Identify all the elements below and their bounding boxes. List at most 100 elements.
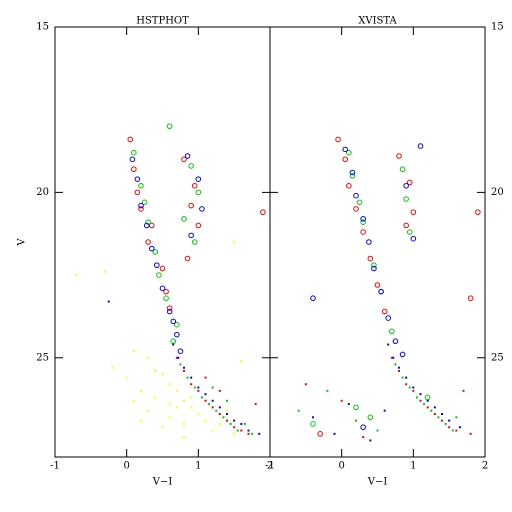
plot-frame	[269, 26, 486, 458]
point	[389, 328, 395, 335]
point	[195, 222, 202, 229]
point	[197, 389, 200, 392]
point	[174, 321, 180, 328]
point	[340, 399, 343, 402]
point	[197, 386, 200, 389]
point	[399, 166, 406, 173]
point	[441, 413, 443, 415]
point	[430, 409, 433, 412]
point	[195, 189, 202, 196]
point	[310, 421, 316, 427]
y-tick-label: 15	[491, 22, 504, 33]
point	[163, 295, 169, 302]
point	[211, 386, 214, 389]
point	[132, 399, 135, 402]
x-tick-label: 1	[195, 461, 201, 472]
point	[183, 436, 185, 439]
point	[179, 363, 182, 366]
point	[131, 149, 137, 156]
point	[342, 146, 349, 153]
point	[153, 262, 160, 268]
point	[204, 399, 207, 402]
point	[243, 422, 246, 425]
point	[132, 350, 135, 353]
point	[166, 308, 173, 315]
y-tick-label: 25	[36, 352, 49, 363]
point	[159, 265, 166, 272]
point	[356, 199, 363, 206]
point	[211, 406, 214, 409]
point	[181, 216, 187, 222]
point	[448, 426, 451, 429]
point	[233, 432, 236, 435]
point	[360, 229, 366, 235]
point	[134, 176, 141, 182]
point	[392, 356, 395, 359]
x-tick-label: 1	[410, 461, 416, 472]
point	[104, 270, 107, 273]
point	[304, 383, 307, 386]
point	[353, 192, 359, 199]
point	[383, 409, 386, 412]
point	[458, 426, 461, 429]
point	[226, 413, 228, 415]
point	[190, 376, 193, 379]
point	[183, 399, 185, 402]
point	[125, 376, 128, 379]
y-tick-label: 25	[491, 352, 504, 363]
point	[190, 406, 193, 409]
point	[335, 136, 341, 143]
point	[412, 386, 415, 389]
point	[419, 399, 422, 402]
point	[387, 343, 390, 346]
point	[297, 409, 300, 412]
point	[360, 424, 366, 431]
point	[410, 209, 417, 216]
point	[371, 262, 377, 268]
point	[218, 406, 221, 409]
point	[349, 173, 356, 179]
point	[376, 429, 379, 432]
point	[127, 136, 134, 143]
point	[148, 245, 155, 252]
point	[168, 416, 171, 419]
point	[188, 163, 194, 169]
point	[333, 432, 336, 435]
point	[410, 235, 417, 242]
point	[145, 239, 151, 245]
point	[326, 389, 329, 392]
point	[362, 436, 365, 439]
point	[385, 315, 392, 321]
x-tick-label: 2	[482, 461, 488, 472]
point	[349, 169, 356, 176]
point	[360, 219, 366, 225]
point	[390, 356, 393, 359]
point	[197, 413, 200, 415]
point	[367, 255, 374, 262]
point	[233, 426, 236, 429]
point	[405, 376, 408, 379]
point	[175, 389, 178, 392]
point	[403, 182, 409, 189]
point	[156, 272, 162, 278]
point	[188, 232, 194, 239]
point	[475, 209, 481, 216]
point	[233, 419, 236, 422]
point	[170, 318, 177, 325]
point	[166, 305, 173, 311]
point	[177, 356, 180, 359]
point	[236, 429, 239, 432]
y-tick-label: 20	[36, 187, 49, 198]
point	[240, 429, 243, 432]
point	[193, 386, 196, 389]
point	[204, 376, 207, 379]
point	[218, 389, 221, 392]
point	[140, 389, 142, 392]
point	[229, 422, 232, 425]
panel-title: HSTPHOT	[136, 16, 189, 27]
point	[190, 396, 193, 399]
point	[448, 419, 451, 422]
point	[403, 196, 409, 202]
point	[140, 419, 142, 422]
point	[240, 422, 243, 425]
